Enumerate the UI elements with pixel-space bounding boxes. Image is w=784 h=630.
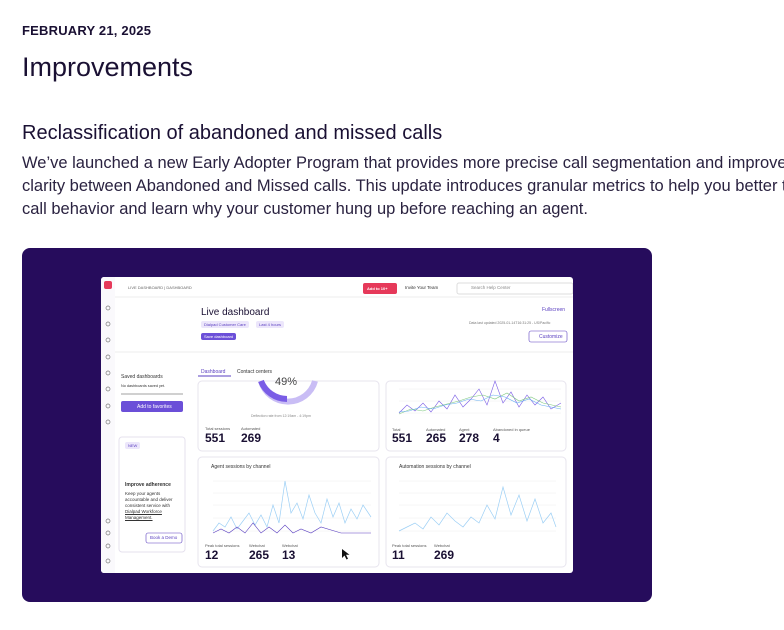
dashboard-title: Live dashboard (201, 307, 270, 318)
favorites-button[interactable]: Add to favorites (137, 404, 172, 410)
article-heading: Reclassification of abandoned and missed… (22, 122, 443, 144)
add-button[interactable]: Add to 10+ (367, 286, 388, 291)
promo-line: Keep your agents (125, 491, 161, 496)
stat-label: Webchat (282, 543, 298, 548)
dashboard-screenshot: LIVE DASHBOARD | DASHBOARD Add to 10+ In… (101, 277, 573, 573)
promo-line: accountable and deliver (125, 497, 173, 502)
date: FEBRUARY 21, 2025 (22, 23, 152, 38)
stat-label: Automated (241, 426, 261, 431)
badge: NEW (125, 442, 141, 449)
stat-label: Abandoned in queue (493, 427, 530, 432)
paragraph-line: We’ve launched a new Early Adopter Progr… (22, 154, 784, 172)
section-title: Improvements (22, 52, 194, 82)
stat-value: 13 (282, 548, 296, 562)
stat-label: Automated (426, 427, 446, 432)
stat-label: Peak total sessions (205, 543, 240, 548)
promo-line: Dialpad Workforce (125, 509, 162, 514)
stat-value: 11 (392, 548, 405, 562)
card-note: Deflection rate from 12:19am - 4:19pm (251, 414, 311, 418)
stat-label: Webchat (249, 543, 265, 548)
breadcrumb: LIVE DASHBOARD | DASHBOARD (128, 285, 192, 290)
promo-line: consistent service with (125, 503, 171, 508)
percent: 49% (275, 376, 298, 388)
layout-shapes (101, 277, 573, 573)
stat-value: 269 (434, 548, 455, 562)
filter-chip[interactable]: Last 4 hours (256, 321, 285, 328)
fullscreen-button[interactable]: Fullscreen (542, 307, 566, 313)
stat-label: Total (392, 427, 401, 432)
card-title: Automation sessions by channel (399, 464, 471, 470)
stat-label: Total sessions (205, 426, 231, 431)
save-button[interactable]: Save dashboard (201, 333, 237, 340)
stat-label: Peak total sessions (392, 543, 427, 548)
tab[interactable]: Dashboard (201, 369, 226, 375)
card-title: Agent sessions by channel (211, 464, 271, 470)
promo-text: Keep your agents accountable and deliver… (125, 491, 173, 521)
stat-value: 278 (459, 431, 480, 445)
stat-value: 269 (241, 431, 262, 445)
promo-title: Improve adherence (125, 482, 171, 488)
stat-value: 265 (249, 548, 270, 562)
saved-title: Saved dashboards (121, 374, 163, 380)
paragraph-line: call behavior and learn why your custome… (22, 200, 588, 218)
updated-note: Data last updated 2025-01-14T16:31:25 - … (469, 321, 551, 325)
customize-button[interactable]: Customize (539, 334, 563, 340)
stat-label: Webchat (434, 543, 450, 548)
stat-value: 551 (205, 431, 226, 445)
stat-value: 12 (205, 548, 219, 562)
demo-button[interactable]: Book a Demo (150, 535, 178, 540)
saved-empty: No dashboards saved yet. (121, 384, 166, 388)
stat-value: 4 (493, 431, 500, 445)
stat-label: Agent (459, 427, 470, 432)
stat-value: 265 (426, 431, 447, 445)
stat-value: 551 (392, 431, 413, 445)
paragraph-line: clarity between Abandoned and Missed cal… (22, 177, 784, 195)
invite-button[interactable]: Invite Your Team (405, 285, 439, 290)
promo-line: Management. (125, 515, 153, 520)
filter-chip[interactable]: Dialpad Customer Care (201, 321, 249, 328)
search-box[interactable]: Search Help Center (471, 285, 511, 290)
tab[interactable]: Contact centers (237, 369, 273, 375)
